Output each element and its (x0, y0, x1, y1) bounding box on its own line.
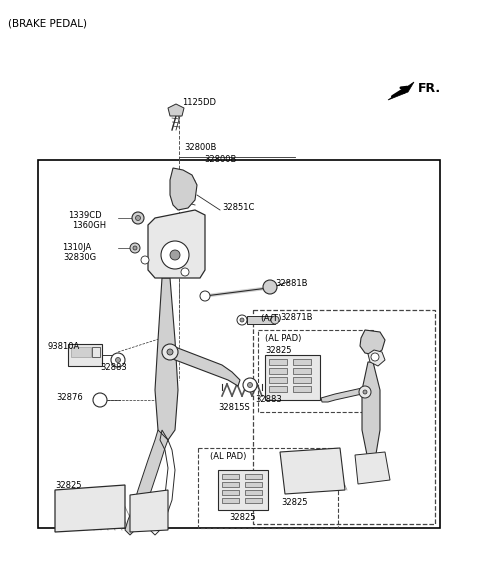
Circle shape (132, 212, 144, 224)
Circle shape (359, 386, 371, 398)
Text: 32830G: 32830G (63, 254, 96, 263)
Circle shape (200, 291, 210, 301)
Bar (245, 490, 262, 495)
Bar (269, 368, 287, 374)
Bar (293, 359, 311, 365)
Polygon shape (130, 490, 168, 532)
Bar (265, 355, 320, 400)
Polygon shape (148, 210, 205, 278)
Text: 1310JA: 1310JA (62, 243, 91, 252)
Bar (293, 386, 311, 392)
Bar (38, 160, 440, 528)
Circle shape (240, 318, 244, 322)
Bar (258, 330, 373, 412)
Bar (293, 377, 311, 383)
Circle shape (111, 353, 125, 367)
Bar (269, 386, 287, 392)
Circle shape (170, 250, 180, 260)
Circle shape (181, 268, 189, 276)
Polygon shape (170, 168, 197, 210)
Text: (AL PAD): (AL PAD) (265, 334, 301, 343)
Text: 32825: 32825 (282, 498, 308, 507)
Bar (245, 474, 262, 479)
Text: 1360GH: 1360GH (72, 221, 106, 229)
Text: (A/T): (A/T) (260, 314, 281, 323)
Text: (BRAKE PEDAL): (BRAKE PEDAL) (8, 18, 87, 28)
Text: 32825: 32825 (55, 481, 82, 490)
Text: 32800B: 32800B (204, 155, 236, 164)
Bar (293, 368, 311, 374)
Polygon shape (321, 388, 366, 402)
Circle shape (371, 353, 379, 361)
Circle shape (271, 316, 279, 324)
Text: (AL PAD): (AL PAD) (210, 452, 246, 461)
Text: 1125DD: 1125DD (182, 98, 216, 107)
Text: 1339CD: 1339CD (68, 211, 102, 220)
Polygon shape (368, 350, 385, 366)
Bar (92, 347, 100, 357)
Text: 32876: 32876 (56, 393, 83, 402)
Circle shape (141, 256, 149, 264)
Text: 93810A: 93810A (48, 342, 80, 351)
Circle shape (133, 246, 137, 250)
Circle shape (263, 280, 277, 294)
Circle shape (248, 383, 252, 388)
Text: 32883: 32883 (100, 363, 127, 372)
Bar (71, 347, 91, 357)
Polygon shape (360, 330, 385, 355)
Bar (222, 474, 239, 479)
Circle shape (243, 378, 257, 392)
Text: 32825: 32825 (230, 513, 256, 522)
Bar (269, 359, 287, 365)
Circle shape (167, 349, 173, 355)
Text: 32851C: 32851C (222, 203, 254, 212)
Polygon shape (362, 362, 380, 460)
Bar (222, 490, 239, 495)
Bar (269, 377, 287, 383)
Bar (222, 498, 239, 503)
Text: 32883: 32883 (255, 395, 282, 404)
Polygon shape (55, 485, 125, 532)
Circle shape (161, 241, 189, 269)
Circle shape (135, 216, 141, 221)
Polygon shape (355, 452, 390, 484)
Circle shape (93, 393, 107, 407)
Text: 32815S: 32815S (218, 403, 250, 412)
Bar (247, 316, 275, 324)
Bar (253, 310, 435, 524)
Circle shape (116, 358, 120, 362)
Bar (245, 482, 262, 487)
Text: 32871B: 32871B (280, 314, 312, 323)
Bar (245, 498, 262, 503)
Text: 32825: 32825 (265, 346, 291, 355)
Bar (68, 344, 102, 366)
Bar (222, 482, 239, 487)
Circle shape (237, 315, 247, 325)
Polygon shape (280, 448, 345, 494)
Circle shape (363, 390, 367, 394)
Text: FR.: FR. (418, 82, 441, 95)
Circle shape (162, 344, 178, 360)
Text: 32881B: 32881B (275, 280, 308, 289)
Polygon shape (125, 430, 168, 535)
Bar (198, 448, 338, 528)
Bar (218, 470, 268, 510)
Polygon shape (155, 278, 178, 440)
Polygon shape (388, 82, 414, 100)
Text: 32800B: 32800B (184, 143, 216, 152)
Circle shape (130, 243, 140, 253)
Polygon shape (168, 345, 240, 386)
Polygon shape (168, 104, 184, 116)
